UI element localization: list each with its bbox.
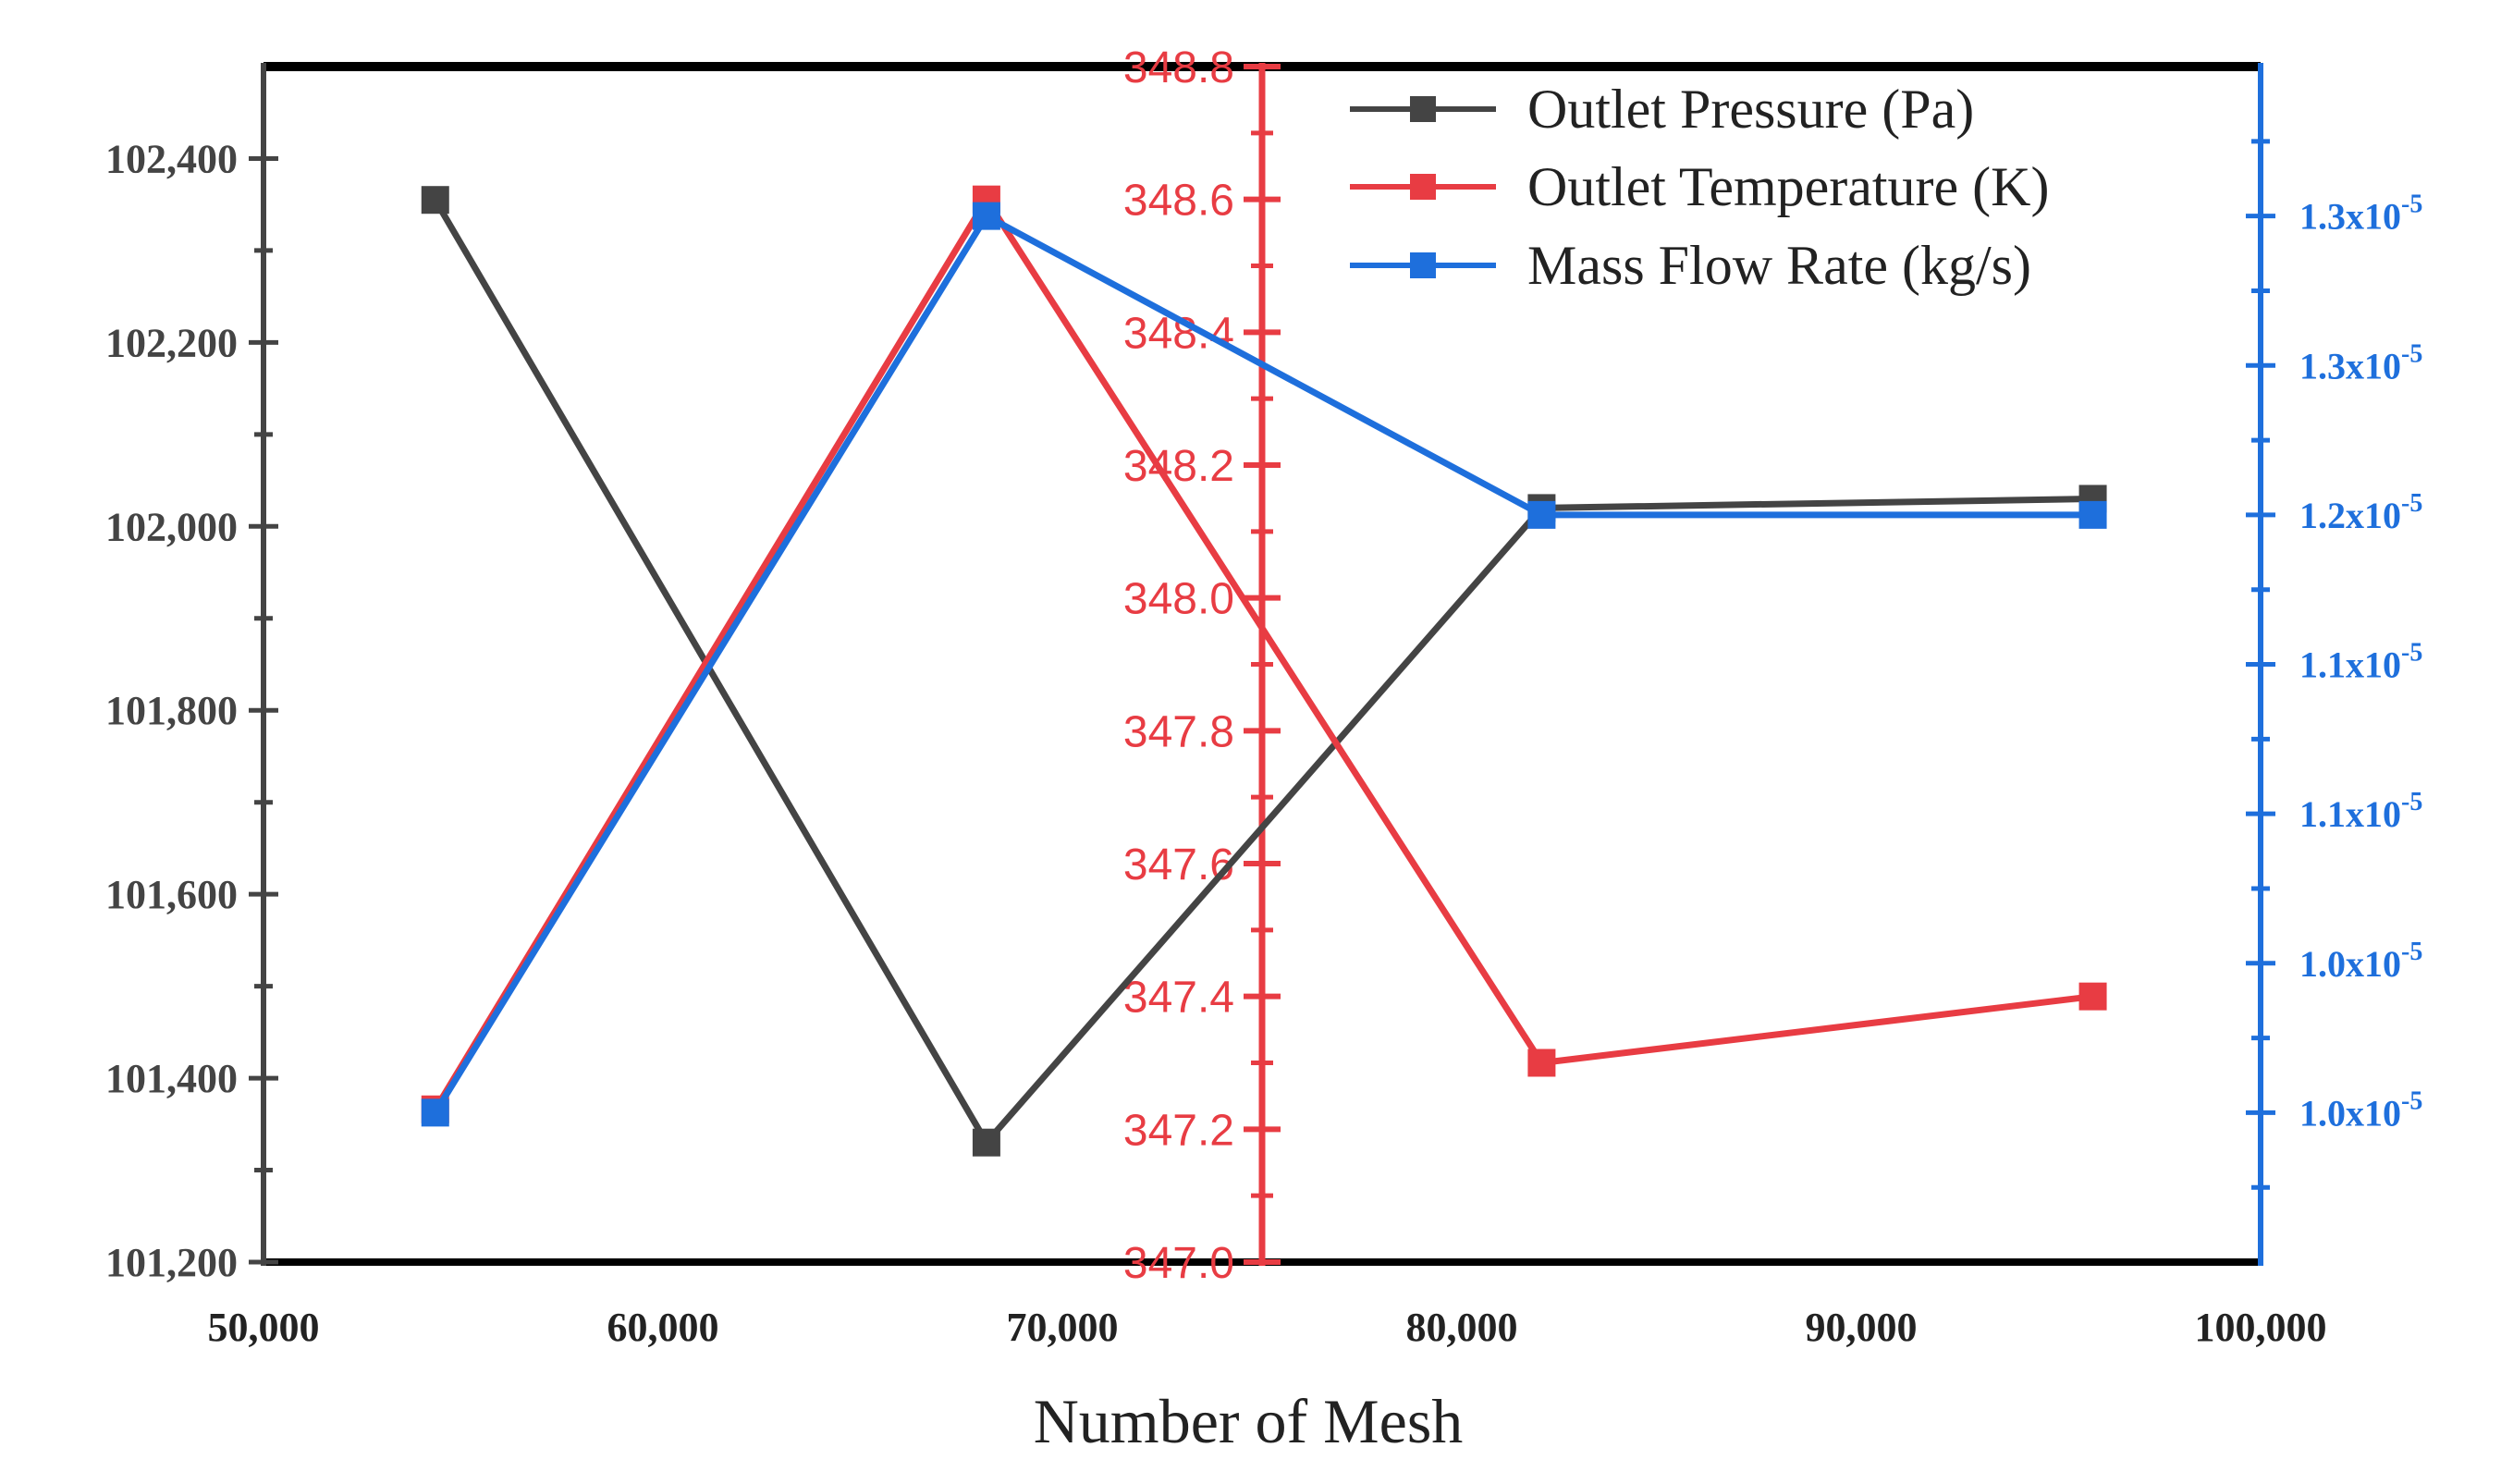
left-y-tick-label: 101,800 [105,688,238,733]
right-y-tick-exponent: -5 [2401,639,2422,668]
legend-label-pressure: Outlet Pressure (Pa) [1527,79,1974,140]
middle-y-tick-label: 347.4 [1123,974,1234,1023]
middle-y-tick-label: 348.6 [1123,177,1234,226]
right-y-tick-label: 1.3x10-5 [2299,339,2422,386]
legend-marker-mass-flow [1410,252,1436,278]
legend-label-temperature: Outlet Temperature (K) [1527,156,2049,217]
legend-label-mass-flow: Mass Flow Rate (kg/s) [1527,235,2031,296]
x-tick-label: 70,000 [1007,1305,1119,1350]
legend-item-pressure: Outlet Pressure (Pa) [1350,79,1974,140]
series-point-2 [1527,500,1556,529]
legend: Outlet Pressure (Pa) Outlet Temperature … [1350,79,2049,296]
right-y-tick-exponent: -5 [2401,190,2422,219]
legend-marker-temperature [1410,174,1436,200]
x-tick-label: 60,000 [607,1305,719,1350]
series-line-2 [432,213,2093,1115]
series-line-0 [432,198,2093,1147]
middle-y-tick-label: 347.8 [1123,707,1234,756]
legend-marker-pressure [1410,96,1436,122]
left-y-tick-label: 102,200 [105,320,238,365]
right-y-tick-exponent: -5 [2401,339,2422,368]
axes-layer: 101,200 101,400 101,600 101,800 102,000 102,2… [105,43,2422,1350]
series-line-1 [432,196,2093,1111]
right-y-tick-exponent: -5 [2401,489,2422,518]
series-point-2 [2078,500,2107,529]
right-y-tick-exponent: -5 [2401,1086,2422,1115]
middle-y-tick-label: 348.8 [1123,43,1234,92]
legend-item-mass-flow: Mass Flow Rate (kg/s) [1350,235,2031,296]
x-axis-title: Number of Mesh [1034,1386,1464,1456]
middle-y-tick-label: 348.0 [1123,575,1234,624]
legend-item-temperature: Outlet Temperature (K) [1350,156,2049,217]
left-y-tick-label: 101,400 [105,1056,238,1101]
series-layer [421,185,2107,1157]
middle-y-tick-label: 347.0 [1123,1239,1234,1288]
left-y-tick-label: 102,400 [105,136,238,181]
left-y-tick-label: 102,000 [105,504,238,549]
series-point-2 [421,1098,449,1127]
right-y-tick-label: 1.1x10-5 [2299,788,2422,835]
series-point-1 [1527,1049,1556,1077]
right-y-tick-exponent: -5 [2401,788,2422,816]
series-point-0 [421,186,449,215]
left-y-tick-label: 101,200 [105,1240,238,1285]
middle-y-tick-label: 348.2 [1123,442,1234,491]
x-tick-label: 100,000 [2195,1305,2327,1350]
x-tick-label: 90,000 [1806,1305,1918,1350]
series-point-0 [972,1128,1000,1157]
series-point-2 [972,202,1000,230]
right-y-tick-label: 1.1x10-5 [2299,639,2422,686]
x-tick-label: 80,000 [1406,1305,1518,1350]
left-y-tick-label: 101,600 [105,872,238,917]
right-y-tick-label: 1.3x10-5 [2299,190,2422,238]
right-y-tick-label: 1.0x10-5 [2299,1086,2422,1134]
middle-y-tick-label: 347.2 [1123,1106,1234,1155]
series-point-1 [2078,982,2107,1011]
right-y-tick-label: 1.2x10-5 [2299,489,2422,536]
right-y-tick-exponent: -5 [2401,938,2422,966]
x-tick-label: 50,000 [208,1305,320,1350]
right-y-tick-label: 1.0x10-5 [2299,938,2422,985]
